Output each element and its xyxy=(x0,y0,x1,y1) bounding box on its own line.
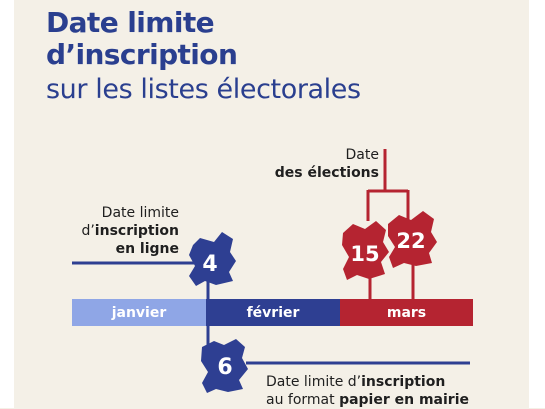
left-margin xyxy=(0,0,14,408)
elections-label-line-2: des élections xyxy=(274,165,379,181)
month-january: janvier xyxy=(72,299,206,326)
date-paper: 6 xyxy=(217,355,232,380)
title-line-2: d’inscription xyxy=(46,38,238,71)
paper-label-line-2-bold: papier en mairie xyxy=(339,392,469,408)
month-february: février xyxy=(206,299,340,326)
date-round2: 22 xyxy=(396,229,425,253)
paper-label-line-1-prefix: Date limite d’ xyxy=(266,374,362,390)
online-label-line-1: Date limite xyxy=(101,205,179,221)
online-deadline-label: Date limite d’inscription en ligne xyxy=(81,204,179,258)
elections-label: Date des élections xyxy=(275,146,379,182)
badge-round2-date: 22 xyxy=(388,211,437,268)
online-label-line-2-prefix: d’ xyxy=(81,223,95,239)
online-label-line-2-bold: inscription xyxy=(94,223,179,239)
subtitle: sur les listes électorales xyxy=(46,74,361,105)
badge-round1-date: 15 xyxy=(342,221,389,280)
badge-paper-date: 6 xyxy=(201,339,248,393)
online-connector xyxy=(72,261,210,299)
month-march: mars xyxy=(340,299,473,326)
date-round1: 15 xyxy=(350,242,379,266)
date-online: 4 xyxy=(202,252,217,277)
paper-label-line-2-prefix: au format xyxy=(266,392,340,408)
online-label-line-3: en ligne xyxy=(115,241,179,257)
badge-online-date: 4 xyxy=(189,232,236,286)
paper-label-line-1-bold: inscription xyxy=(361,374,446,390)
paper-connector xyxy=(206,326,470,365)
paper-deadline-label: Date limite d’inscription au format papi… xyxy=(266,373,469,409)
title-line-1: Date limite xyxy=(46,6,215,39)
elections-label-line-1: Date xyxy=(345,147,379,163)
right-margin xyxy=(529,0,545,408)
